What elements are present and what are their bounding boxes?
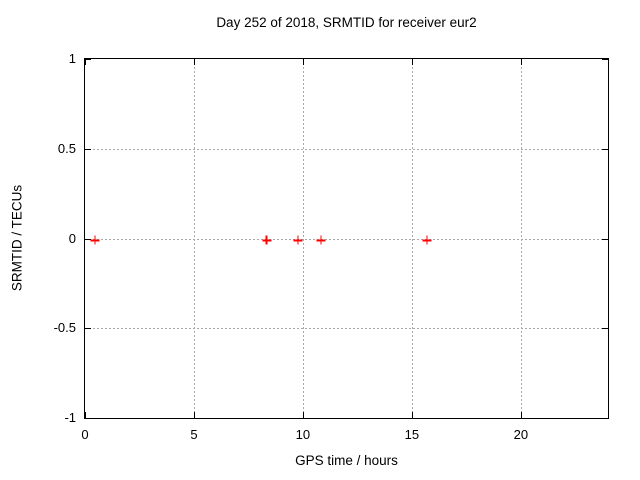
y-tick-label: -0.5 (53, 320, 76, 336)
gridline-y-0 (85, 238, 608, 240)
data-point-marker (293, 235, 303, 245)
y-tick-label: -1 (64, 410, 76, 425)
data-point-marker (422, 235, 432, 245)
tick-x-5-mirror (193, 59, 195, 65)
y-tick-label: 0 (68, 230, 76, 246)
x-tick-label: 20 (513, 427, 529, 442)
tick-x-15 (411, 412, 413, 418)
chart-title: Day 252 of 2018, SRMTID for receiver eur… (216, 15, 477, 30)
x-tick-label: 10 (295, 427, 311, 442)
tick-x-10 (302, 412, 304, 418)
y-tick-label: 0.5 (57, 140, 76, 156)
tick-y-0.5 (85, 148, 91, 150)
x-tick-label: 5 (190, 427, 198, 442)
tick-y--0.5-mirror (602, 328, 608, 330)
gridline-y--0.5 (85, 328, 608, 330)
tick-x-15-mirror (411, 59, 413, 65)
tick-y-1 (85, 59, 91, 60)
x-tick-label: 0 (81, 427, 89, 442)
tick-y-0-mirror (602, 238, 608, 240)
x-tick-label: 15 (404, 427, 420, 442)
data-point-marker (316, 235, 326, 245)
tick-y--1-mirror (602, 418, 608, 419)
plot-area (84, 58, 609, 419)
tick-x-20-mirror (520, 59, 522, 65)
tick-y-1-mirror (602, 59, 608, 60)
tick-x-0 (85, 412, 86, 418)
tick-y-0.5-mirror (602, 148, 608, 150)
data-point-marker (262, 235, 272, 245)
data-point-marker (90, 235, 100, 245)
gridline-y-0.5 (85, 148, 608, 150)
tick-x-10-mirror (302, 59, 304, 65)
tick-x-0-mirror (85, 59, 86, 65)
tick-x-20 (520, 412, 522, 418)
x-axis-label: GPS time / hours (295, 453, 398, 468)
tick-y--1 (85, 418, 91, 419)
y-tick-label: 1 (68, 51, 76, 66)
tick-y-0 (85, 238, 91, 240)
tick-x-5 (193, 412, 195, 418)
tick-y--0.5 (85, 328, 91, 330)
